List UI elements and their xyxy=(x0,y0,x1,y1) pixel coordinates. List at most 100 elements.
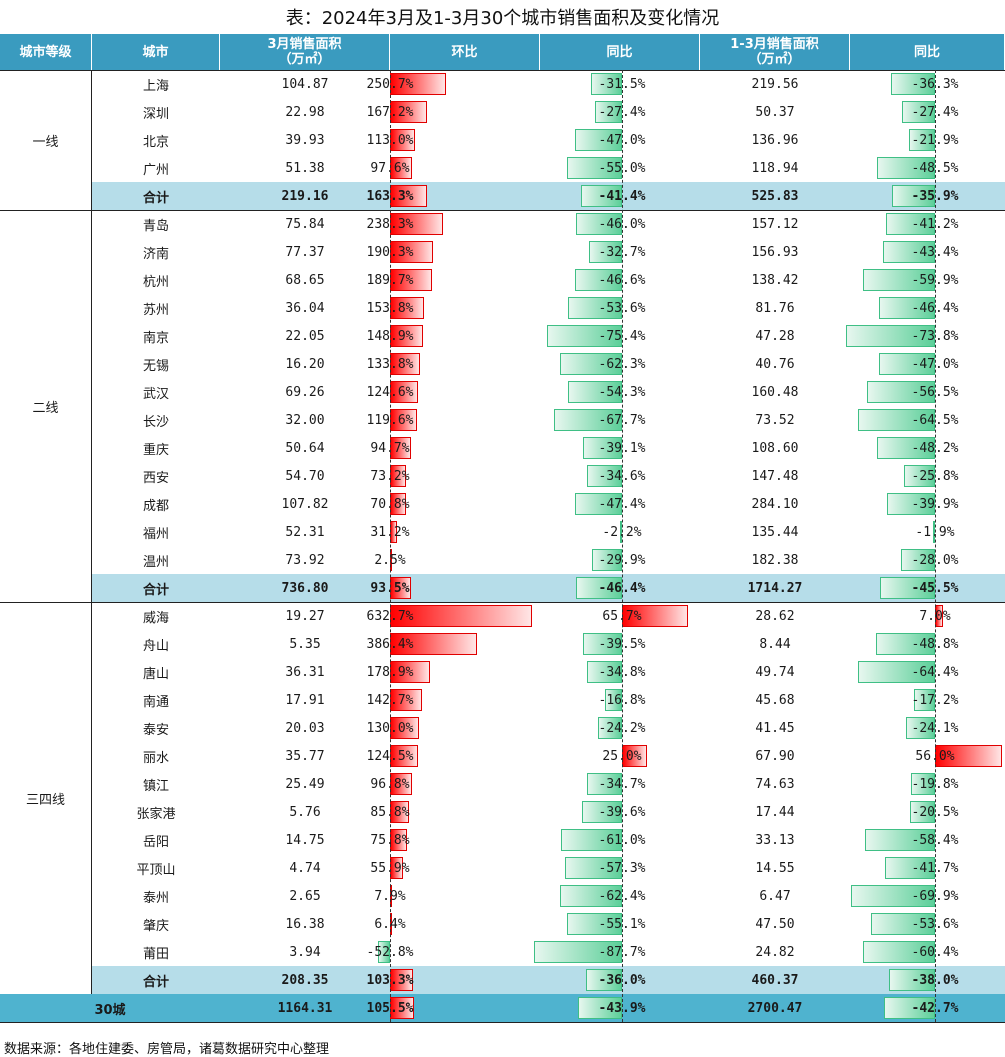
tier-label: 一线 xyxy=(0,70,92,210)
subtotal-row-bg xyxy=(92,182,1005,210)
city-mom: 70.8% xyxy=(370,496,410,512)
city-name: 深圳 xyxy=(142,106,169,122)
city-mar-area: 16.38 xyxy=(285,916,325,932)
city-name: 舟山 xyxy=(142,638,169,654)
tier-label: 三四线 xyxy=(0,602,92,994)
city-q1-yoy-bar xyxy=(857,409,935,431)
city-name: 杭州 xyxy=(142,274,169,290)
city-yoy-bar xyxy=(587,465,622,487)
city-q1-yoy-bar xyxy=(870,913,935,935)
subtotal-q1-area: 525.83 xyxy=(751,188,799,204)
header-city: 城市 xyxy=(92,34,220,70)
city-q1-yoy-bar xyxy=(879,297,935,319)
city-q1-yoy-bar xyxy=(910,801,935,823)
city-q1-area: 8.44 xyxy=(759,636,791,652)
city-name: 平顶山 xyxy=(136,862,176,878)
city-q1-area: 118.94 xyxy=(751,160,799,176)
city-yoy-bar xyxy=(597,717,622,739)
city-mar-area: 51.38 xyxy=(285,160,325,176)
grand-total-q1-yoy-bar xyxy=(883,997,935,1019)
city-mar-area: 4.74 xyxy=(289,860,321,876)
city-q1-area: 24.82 xyxy=(755,944,795,960)
header-q1-yoy: 同比 xyxy=(850,34,1005,70)
grand-total-label: 30城 xyxy=(94,1002,126,1018)
city-q1-yoy-bar xyxy=(878,353,935,375)
city-mar-area: 52.31 xyxy=(285,524,325,540)
city-name: 西安 xyxy=(142,470,169,486)
city-mar-area: 68.65 xyxy=(285,272,325,288)
city-name: 张家港 xyxy=(136,806,176,822)
city-q1-yoy-bar xyxy=(891,73,935,95)
city-yoy-bar xyxy=(589,241,622,263)
subtotal-q1-yoy-bar xyxy=(889,969,935,991)
subtotal-mom: 93.5% xyxy=(370,580,410,596)
city-q1-yoy-bar xyxy=(846,325,935,347)
city-yoy-bar xyxy=(566,913,622,935)
city-mar-area: 54.70 xyxy=(285,468,325,484)
city-yoy-bar xyxy=(561,829,622,851)
city-q1-yoy-bar xyxy=(885,213,935,235)
city-name: 南京 xyxy=(142,330,169,346)
city-yoy: 25.0% xyxy=(602,748,642,764)
city-q1-area: 284.10 xyxy=(751,496,799,512)
subtotal-row-bg xyxy=(92,574,1005,602)
zero-axis-line xyxy=(622,70,623,1022)
city-mar-area: 39.93 xyxy=(285,132,325,148)
city-q1-yoy-bar xyxy=(882,241,935,263)
city-q1-area: 73.52 xyxy=(755,412,795,428)
city-q1-yoy-bar xyxy=(876,633,935,655)
city-mar-area: 17.91 xyxy=(285,692,325,708)
city-q1-yoy: -1.9% xyxy=(915,524,955,540)
city-q1-yoy-bar xyxy=(863,269,935,291)
zero-axis-line xyxy=(935,70,936,1022)
header-mom-label: 环比 xyxy=(451,44,478,60)
grand-total-row-bg xyxy=(0,994,1005,1022)
city-mom: 96.8% xyxy=(370,776,410,792)
city-q1-area: 147.48 xyxy=(751,468,799,484)
city-yoy-bar xyxy=(564,857,622,879)
subtotal-q1-area: 460.37 xyxy=(751,972,799,988)
city-mar-area: 14.75 xyxy=(285,832,325,848)
city-q1-yoy-bar xyxy=(914,689,935,711)
city-yoy: -2.2% xyxy=(602,524,642,540)
city-yoy-bar xyxy=(559,885,622,907)
city-mar-area: 2.65 xyxy=(289,888,321,904)
city-yoy-bar xyxy=(576,213,622,235)
city-yoy-bar xyxy=(594,101,622,123)
subtotal-q1-yoy-bar xyxy=(891,185,935,207)
city-yoy-bar xyxy=(582,801,622,823)
subtotal-q1-yoy-bar xyxy=(880,577,935,599)
city-yoy-bar xyxy=(546,325,622,347)
grand-total-yoy-bar xyxy=(578,997,622,1019)
city-name: 岳阳 xyxy=(142,834,169,850)
table-bottom-border xyxy=(0,1022,1005,1023)
city-q1-yoy-bar xyxy=(876,157,935,179)
header-mar-area: 3月销售面积 （万㎡） xyxy=(220,34,390,70)
city-yoy-bar xyxy=(582,437,622,459)
city-mar-area: 32.00 xyxy=(285,412,325,428)
city-q1-yoy-bar xyxy=(864,829,935,851)
city-mom: 97.6% xyxy=(370,160,410,176)
city-q1-area: 138.42 xyxy=(751,272,799,288)
header-tier: 城市等级 xyxy=(0,34,92,70)
city-yoy-bar xyxy=(568,297,622,319)
city-q1-area: 156.93 xyxy=(751,244,799,260)
city-q1-area: 108.60 xyxy=(751,440,799,456)
city-q1-area: 47.28 xyxy=(755,328,795,344)
row-divider xyxy=(0,210,1005,211)
city-q1-area: 135.44 xyxy=(751,524,799,540)
subtotal-yoy-bar xyxy=(580,185,622,207)
header-q1-yoy-label: 同比 xyxy=(913,44,940,60)
city-q1-area: 6.47 xyxy=(759,888,791,904)
grand-total-mar-area: 1164.31 xyxy=(277,1000,333,1016)
city-mar-area: 5.76 xyxy=(289,804,321,820)
city-yoy-bar xyxy=(582,633,622,655)
city-yoy-bar xyxy=(534,941,622,963)
city-q1-area: 67.90 xyxy=(755,748,795,764)
city-yoy-bar xyxy=(567,381,622,403)
subtotal-yoy-bar xyxy=(586,969,622,991)
header-yoy: 同比 xyxy=(540,34,700,70)
city-q1-yoy-bar xyxy=(902,101,935,123)
city-name: 青岛 xyxy=(142,218,169,234)
city-q1-area: 40.76 xyxy=(755,356,795,372)
